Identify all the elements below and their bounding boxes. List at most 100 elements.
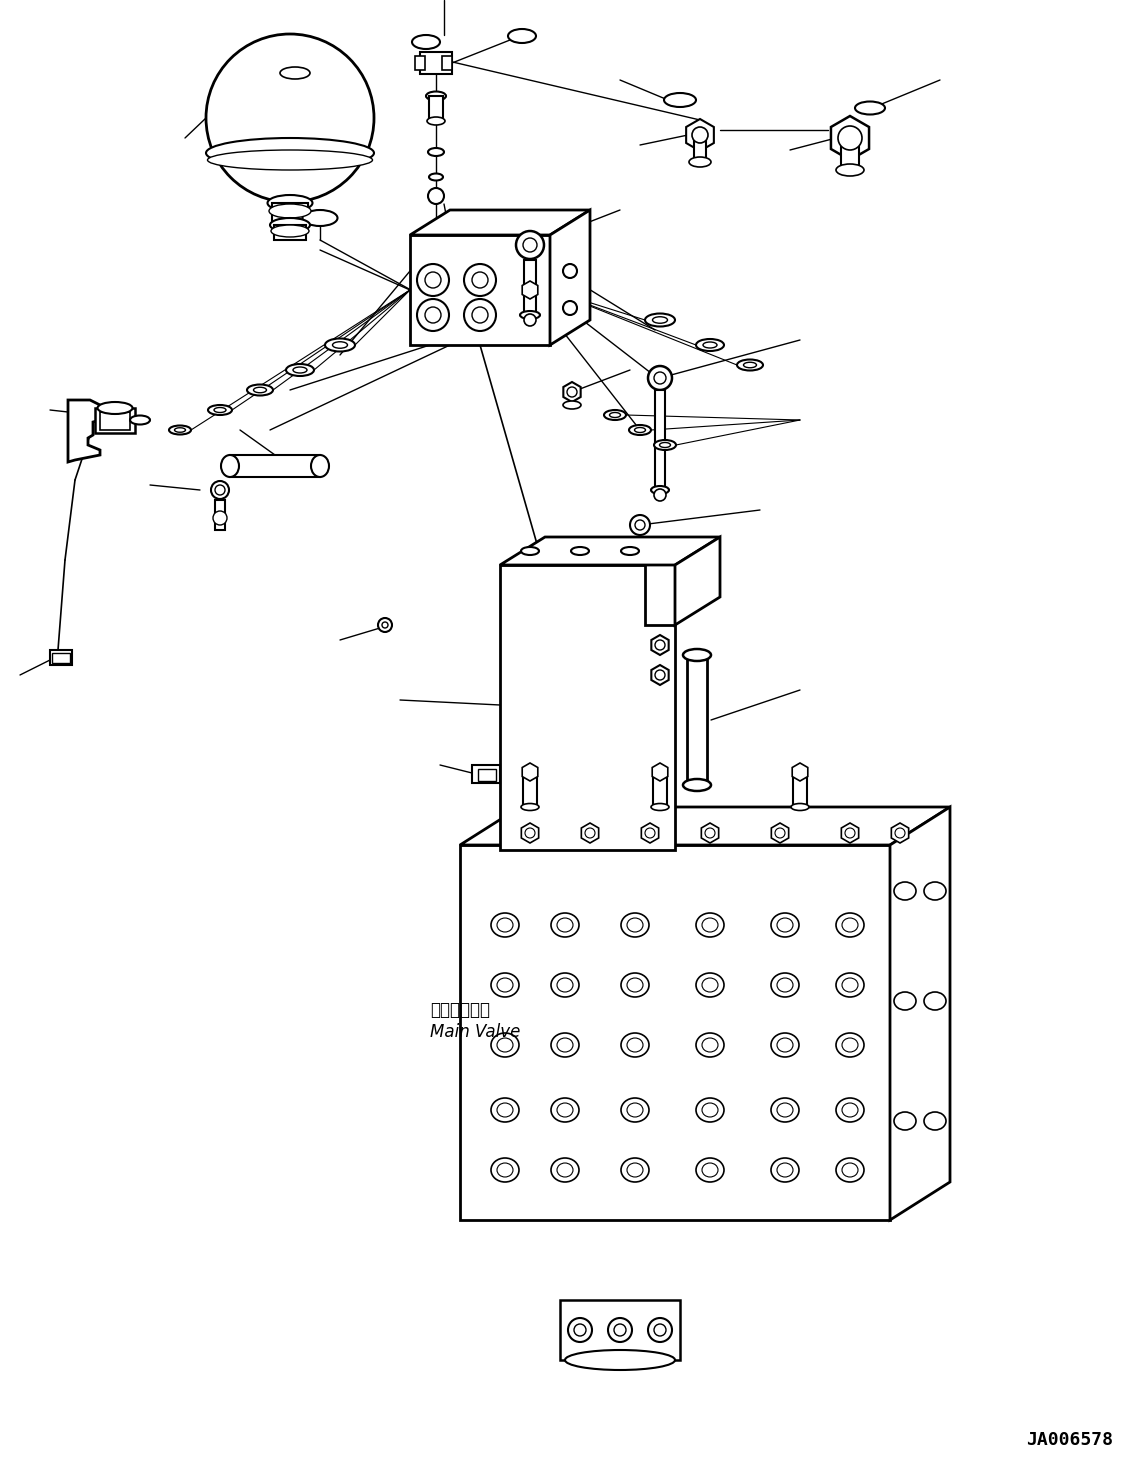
Ellipse shape bbox=[777, 1163, 793, 1177]
Ellipse shape bbox=[521, 547, 540, 554]
Circle shape bbox=[656, 641, 665, 651]
Ellipse shape bbox=[701, 1037, 718, 1052]
Polygon shape bbox=[651, 635, 668, 655]
Ellipse shape bbox=[651, 486, 669, 495]
Circle shape bbox=[515, 231, 544, 260]
Ellipse shape bbox=[777, 978, 793, 992]
Bar bbox=[414, 55, 425, 70]
Ellipse shape bbox=[621, 1099, 649, 1122]
Polygon shape bbox=[522, 282, 537, 299]
Ellipse shape bbox=[627, 1103, 643, 1118]
Ellipse shape bbox=[696, 973, 724, 996]
Ellipse shape bbox=[836, 913, 864, 937]
Ellipse shape bbox=[621, 1158, 649, 1182]
Ellipse shape bbox=[208, 406, 232, 414]
Circle shape bbox=[464, 299, 496, 331]
Ellipse shape bbox=[270, 217, 310, 232]
Polygon shape bbox=[410, 210, 590, 235]
Circle shape bbox=[845, 829, 855, 837]
Ellipse shape bbox=[659, 442, 670, 448]
Circle shape bbox=[523, 314, 536, 325]
Bar bbox=[442, 55, 452, 70]
Text: Main Valve: Main Valve bbox=[430, 1023, 520, 1042]
Circle shape bbox=[705, 829, 715, 837]
Circle shape bbox=[654, 372, 666, 384]
Ellipse shape bbox=[429, 174, 443, 181]
Ellipse shape bbox=[701, 1163, 718, 1177]
Bar bbox=[51, 651, 72, 665]
Circle shape bbox=[563, 264, 577, 279]
Text: JA006578: JA006578 bbox=[1026, 1431, 1114, 1449]
Ellipse shape bbox=[509, 29, 536, 42]
Ellipse shape bbox=[924, 1112, 946, 1131]
Circle shape bbox=[692, 127, 708, 143]
Bar bbox=[793, 778, 807, 807]
Circle shape bbox=[214, 511, 227, 525]
Circle shape bbox=[523, 238, 537, 252]
Polygon shape bbox=[831, 117, 869, 160]
Circle shape bbox=[585, 829, 595, 837]
Ellipse shape bbox=[621, 973, 649, 996]
Polygon shape bbox=[68, 400, 100, 463]
Circle shape bbox=[630, 515, 650, 535]
Ellipse shape bbox=[836, 163, 864, 177]
Bar bbox=[100, 411, 130, 430]
Circle shape bbox=[417, 299, 449, 331]
Ellipse shape bbox=[169, 426, 191, 435]
Text: メインバルブ: メインバルブ bbox=[430, 1001, 490, 1018]
Polygon shape bbox=[564, 382, 581, 403]
Ellipse shape bbox=[629, 425, 651, 435]
Ellipse shape bbox=[771, 1099, 799, 1122]
Ellipse shape bbox=[894, 992, 916, 1010]
Ellipse shape bbox=[557, 1103, 573, 1118]
Bar bbox=[523, 260, 536, 315]
Bar bbox=[656, 390, 665, 490]
Polygon shape bbox=[792, 763, 808, 781]
Ellipse shape bbox=[683, 779, 711, 791]
Ellipse shape bbox=[254, 387, 266, 392]
Circle shape bbox=[525, 829, 535, 837]
Bar bbox=[215, 500, 225, 530]
Ellipse shape bbox=[130, 416, 150, 425]
Ellipse shape bbox=[777, 1103, 793, 1118]
Ellipse shape bbox=[491, 1033, 519, 1056]
Ellipse shape bbox=[841, 918, 858, 932]
Circle shape bbox=[417, 264, 449, 296]
Ellipse shape bbox=[557, 978, 573, 992]
Ellipse shape bbox=[701, 978, 718, 992]
Ellipse shape bbox=[497, 1163, 513, 1177]
Ellipse shape bbox=[652, 317, 667, 324]
Ellipse shape bbox=[208, 150, 372, 171]
Circle shape bbox=[378, 619, 391, 632]
Polygon shape bbox=[841, 823, 859, 843]
Ellipse shape bbox=[701, 1103, 718, 1118]
Ellipse shape bbox=[521, 804, 540, 811]
Circle shape bbox=[205, 34, 374, 201]
Ellipse shape bbox=[627, 918, 643, 932]
Ellipse shape bbox=[744, 362, 757, 368]
Circle shape bbox=[563, 301, 577, 315]
Ellipse shape bbox=[836, 973, 864, 996]
Ellipse shape bbox=[491, 1099, 519, 1122]
Ellipse shape bbox=[701, 918, 718, 932]
Polygon shape bbox=[675, 537, 720, 624]
Ellipse shape bbox=[771, 913, 799, 937]
Bar bbox=[841, 139, 859, 168]
Ellipse shape bbox=[771, 1033, 799, 1056]
Ellipse shape bbox=[563, 401, 581, 409]
Ellipse shape bbox=[491, 913, 519, 937]
Circle shape bbox=[775, 829, 785, 837]
Bar bbox=[472, 765, 501, 783]
Polygon shape bbox=[701, 823, 719, 843]
Ellipse shape bbox=[271, 225, 309, 236]
Bar bbox=[478, 769, 496, 781]
Circle shape bbox=[428, 188, 444, 204]
Ellipse shape bbox=[924, 883, 946, 900]
Ellipse shape bbox=[664, 93, 696, 107]
Circle shape bbox=[656, 670, 665, 680]
Ellipse shape bbox=[696, 1158, 724, 1182]
Ellipse shape bbox=[215, 484, 225, 495]
Ellipse shape bbox=[627, 978, 643, 992]
Ellipse shape bbox=[621, 1033, 649, 1056]
Polygon shape bbox=[501, 565, 675, 851]
